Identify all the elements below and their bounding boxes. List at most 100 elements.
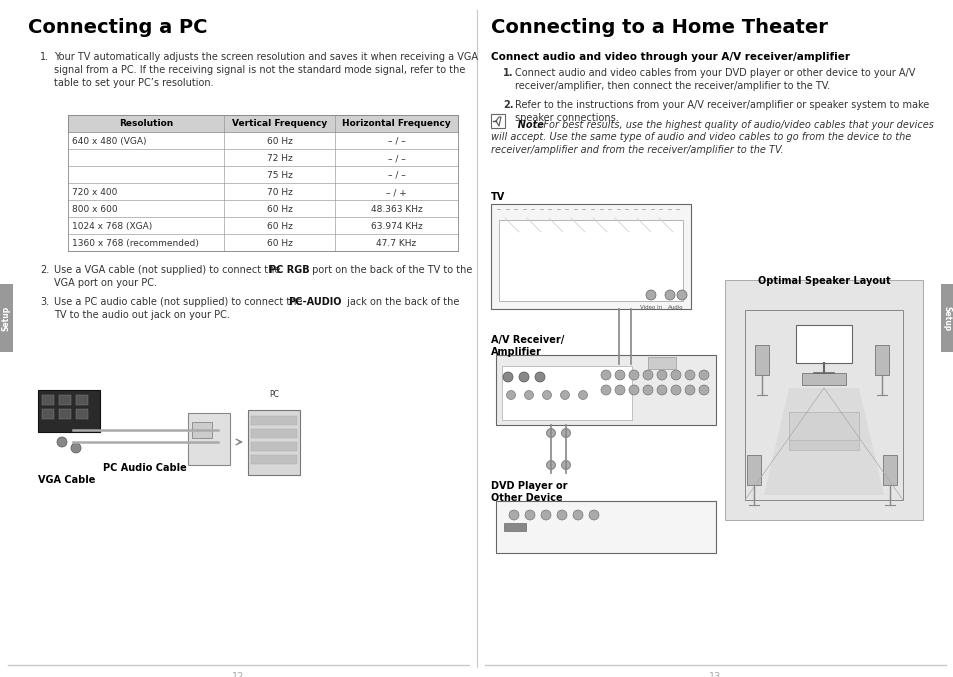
Text: Optimal Speaker Layout: Optimal Speaker Layout: [757, 276, 889, 286]
Text: Refer to the instructions from your A/V receiver/amplifier or speaker system to : Refer to the instructions from your A/V …: [515, 100, 928, 123]
Text: 3.: 3.: [40, 297, 49, 307]
Text: 60 Hz: 60 Hz: [266, 222, 293, 231]
Text: Your TV automatically adjusts the screen resolution and saves it when receiving : Your TV automatically adjusts the screen…: [54, 52, 477, 89]
Text: A/V Receiver/
Amplifier: A/V Receiver/ Amplifier: [491, 335, 563, 357]
Circle shape: [684, 370, 695, 380]
Bar: [248, 410, 299, 475]
Circle shape: [588, 510, 598, 520]
Bar: [940, 284, 953, 352]
Bar: [801, 373, 845, 385]
Bar: [0, 284, 13, 352]
Bar: [76, 409, 88, 419]
Bar: [882, 455, 896, 485]
Circle shape: [542, 391, 551, 399]
Text: 12: 12: [233, 672, 244, 677]
Text: 63.974 KHz: 63.974 KHz: [371, 222, 422, 231]
Text: – / +: – / +: [386, 188, 407, 197]
Text: 720 x 400: 720 x 400: [71, 188, 117, 197]
Text: 1.: 1.: [502, 68, 513, 78]
Text: Connecting a PC: Connecting a PC: [28, 18, 208, 37]
Circle shape: [509, 510, 518, 520]
Text: : For best results, use the highest quality of audio/video cables that your devi: : For best results, use the highest qual…: [537, 120, 933, 130]
Circle shape: [642, 385, 652, 395]
Circle shape: [578, 391, 587, 399]
Circle shape: [540, 510, 551, 520]
Bar: [491, 204, 690, 309]
Circle shape: [502, 372, 513, 382]
Text: 1360 x 768 (recommended): 1360 x 768 (recommended): [71, 239, 198, 248]
Text: 70 Hz: 70 Hz: [266, 188, 293, 197]
Text: 48.363 KHz: 48.363 KHz: [371, 205, 422, 214]
Circle shape: [664, 290, 675, 300]
Circle shape: [518, 372, 529, 382]
Bar: [59, 409, 71, 419]
Text: PC RGB: PC RGB: [269, 265, 310, 275]
Bar: [491, 114, 504, 128]
Text: TV: TV: [491, 192, 505, 202]
Circle shape: [645, 290, 656, 300]
Text: Connect audio and video cables from your DVD player or other device to your A/V
: Connect audio and video cables from your…: [515, 68, 915, 91]
Bar: [188, 413, 230, 465]
Text: 47.7 KHz: 47.7 KHz: [376, 239, 416, 248]
Text: Use a VGA cable (not supplied) to connect the: Use a VGA cable (not supplied) to connec…: [54, 265, 283, 275]
Text: will accept. Use the same type of audio and video cables to go from the device t: will accept. Use the same type of audio …: [491, 132, 910, 142]
Bar: [76, 395, 88, 405]
Bar: [788, 440, 858, 450]
Bar: [68, 115, 457, 132]
Bar: [647, 357, 676, 369]
Text: PC Audio Cable: PC Audio Cable: [103, 463, 187, 473]
Circle shape: [524, 510, 535, 520]
Circle shape: [677, 290, 686, 300]
Bar: [38, 390, 100, 432]
Bar: [503, 523, 525, 531]
Text: 2.: 2.: [502, 100, 513, 110]
Bar: [496, 501, 716, 553]
Text: – / –: – / –: [387, 154, 405, 163]
Circle shape: [615, 385, 624, 395]
Circle shape: [699, 385, 708, 395]
Text: VGA port on your PC.: VGA port on your PC.: [54, 278, 157, 288]
Circle shape: [600, 370, 610, 380]
Circle shape: [573, 510, 582, 520]
Circle shape: [506, 391, 515, 399]
Text: 2.: 2.: [40, 265, 50, 275]
Circle shape: [628, 370, 639, 380]
Circle shape: [628, 385, 639, 395]
Bar: [496, 355, 716, 425]
Bar: [42, 395, 54, 405]
Polygon shape: [763, 388, 883, 495]
Circle shape: [642, 370, 652, 380]
Circle shape: [57, 437, 67, 447]
Bar: [498, 220, 682, 301]
Bar: [59, 395, 71, 405]
Text: port on the back of the TV to the: port on the back of the TV to the: [309, 265, 472, 275]
Text: 1024 x 768 (XGA): 1024 x 768 (XGA): [71, 222, 152, 231]
Circle shape: [561, 460, 570, 470]
Text: Setup: Setup: [942, 306, 951, 331]
Circle shape: [657, 385, 666, 395]
Circle shape: [557, 510, 566, 520]
Circle shape: [615, 370, 624, 380]
Circle shape: [524, 391, 533, 399]
Bar: [251, 429, 296, 438]
Text: Setup: Setup: [2, 306, 11, 331]
Text: 75 Hz: 75 Hz: [266, 171, 293, 180]
Bar: [251, 442, 296, 451]
Bar: [251, 416, 296, 425]
Bar: [788, 412, 858, 440]
Text: DVD Player or
Other Device: DVD Player or Other Device: [491, 481, 567, 502]
Text: PC-AUDIO: PC-AUDIO: [288, 297, 341, 307]
Text: PC: PC: [269, 390, 278, 399]
Circle shape: [546, 460, 555, 470]
Circle shape: [684, 385, 695, 395]
Text: Audio: Audio: [667, 305, 683, 310]
Text: Use a PC audio cable (not supplied) to connect the: Use a PC audio cable (not supplied) to c…: [54, 297, 305, 307]
Bar: [746, 455, 760, 485]
Text: 1.: 1.: [40, 52, 49, 62]
Text: Note: Note: [511, 120, 543, 130]
Text: – / –: – / –: [387, 171, 405, 180]
Bar: [724, 280, 923, 520]
Text: 60 Hz: 60 Hz: [266, 205, 293, 214]
Bar: [754, 345, 768, 375]
Text: receiver/amplifier and from the receiver/amplifier to the TV.: receiver/amplifier and from the receiver…: [491, 145, 782, 155]
